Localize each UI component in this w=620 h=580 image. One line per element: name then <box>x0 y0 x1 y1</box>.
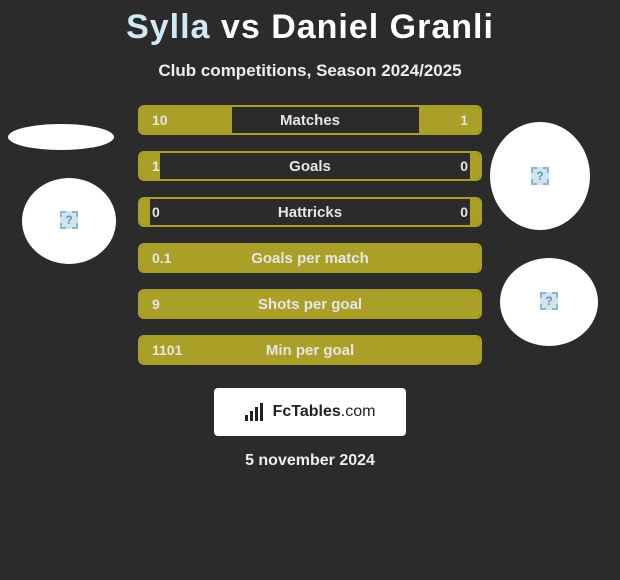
placeholder-icon: ? <box>60 211 78 229</box>
decorative-ellipse-left <box>8 124 114 150</box>
bar-mid <box>160 153 469 179</box>
bar-left-fill <box>140 199 150 225</box>
brand-text: FcTables.com <box>273 403 376 421</box>
brand-logo-icon <box>245 403 267 421</box>
bar-row: Hattricks00 <box>138 197 482 227</box>
bar-row: Goals per match0.1 <box>138 243 482 273</box>
brand-name: FcTables <box>273 403 341 420</box>
page-title: Sylla vs Daniel Granli <box>0 0 620 47</box>
bar-left-fill <box>140 245 480 271</box>
bar-right-fill <box>470 153 480 179</box>
vs-text: vs <box>221 8 261 46</box>
player1-name: Sylla <box>126 8 210 46</box>
bar-right-fill <box>470 199 480 225</box>
bar-right-fill <box>419 107 480 133</box>
bar-container: Matches101 Goals10 Hattricks00 Goals per ma… <box>138 105 482 381</box>
bar-left-fill <box>140 153 160 179</box>
bar-row: Matches101 <box>138 105 482 135</box>
placeholder-icon: ? <box>531 167 549 185</box>
footer-date: 5 november 2024 <box>0 452 620 470</box>
brand-domain: .com <box>341 403 376 420</box>
placeholder-icon: ? <box>540 292 558 310</box>
brand-box: FcTables.com <box>214 388 406 436</box>
bar-row: Min per goal1101 <box>138 335 482 365</box>
subtitle: Club competitions, Season 2024/2025 <box>0 61 620 81</box>
bar-mid <box>150 199 470 225</box>
bar-left-fill <box>140 107 232 133</box>
bar-row: Shots per goal9 <box>138 289 482 319</box>
bar-row: Goals10 <box>138 151 482 181</box>
bar-left-fill <box>140 291 480 317</box>
bar-mid <box>232 107 419 133</box>
bar-left-fill <box>140 337 480 363</box>
player2-name: Daniel Granli <box>271 8 494 46</box>
